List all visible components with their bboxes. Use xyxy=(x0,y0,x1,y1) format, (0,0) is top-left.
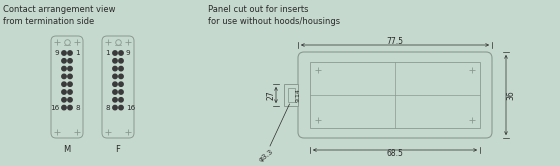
Text: 9: 9 xyxy=(54,50,59,56)
Text: 36: 36 xyxy=(506,90,516,100)
Circle shape xyxy=(68,90,72,94)
Circle shape xyxy=(119,105,123,110)
Circle shape xyxy=(62,82,66,86)
Circle shape xyxy=(62,66,66,71)
Circle shape xyxy=(119,66,123,71)
Circle shape xyxy=(68,66,72,71)
Circle shape xyxy=(119,90,123,94)
Circle shape xyxy=(62,105,66,110)
Text: 16: 16 xyxy=(50,105,59,111)
FancyBboxPatch shape xyxy=(298,52,492,138)
Text: 1: 1 xyxy=(105,50,110,56)
Text: F: F xyxy=(115,145,120,154)
Circle shape xyxy=(119,59,123,63)
Circle shape xyxy=(62,51,66,55)
Text: 68.5: 68.5 xyxy=(386,150,403,159)
Circle shape xyxy=(62,59,66,63)
Circle shape xyxy=(113,74,117,79)
Circle shape xyxy=(68,82,72,86)
Text: 9: 9 xyxy=(126,50,130,56)
Text: 1: 1 xyxy=(75,50,80,56)
Circle shape xyxy=(68,74,72,79)
Text: 9.14: 9.14 xyxy=(296,88,301,102)
Circle shape xyxy=(68,59,72,63)
Circle shape xyxy=(68,98,72,102)
Circle shape xyxy=(113,90,117,94)
Circle shape xyxy=(113,105,117,110)
FancyBboxPatch shape xyxy=(51,36,83,138)
Circle shape xyxy=(119,82,123,86)
Bar xyxy=(287,88,295,102)
Bar xyxy=(310,62,480,128)
Text: 8: 8 xyxy=(75,105,80,111)
Bar xyxy=(284,84,298,106)
Circle shape xyxy=(113,82,117,86)
Text: M: M xyxy=(63,145,71,154)
Circle shape xyxy=(62,98,66,102)
Circle shape xyxy=(113,59,117,63)
Text: 16: 16 xyxy=(126,105,136,111)
Text: φ3.3: φ3.3 xyxy=(258,148,274,163)
Circle shape xyxy=(68,51,72,55)
Text: 27: 27 xyxy=(267,90,276,100)
Circle shape xyxy=(62,74,66,79)
Circle shape xyxy=(113,66,117,71)
Circle shape xyxy=(68,105,72,110)
Text: Contact arrangement view
from termination side: Contact arrangement view from terminatio… xyxy=(3,5,115,26)
Circle shape xyxy=(113,51,117,55)
Circle shape xyxy=(113,98,117,102)
Circle shape xyxy=(119,51,123,55)
Text: Panel cut out for inserts
for use without hoods/housings: Panel cut out for inserts for use withou… xyxy=(208,5,340,26)
FancyBboxPatch shape xyxy=(102,36,134,138)
Circle shape xyxy=(119,74,123,79)
Text: 77.5: 77.5 xyxy=(386,37,404,45)
Circle shape xyxy=(119,98,123,102)
Circle shape xyxy=(62,90,66,94)
Text: 8: 8 xyxy=(105,105,110,111)
